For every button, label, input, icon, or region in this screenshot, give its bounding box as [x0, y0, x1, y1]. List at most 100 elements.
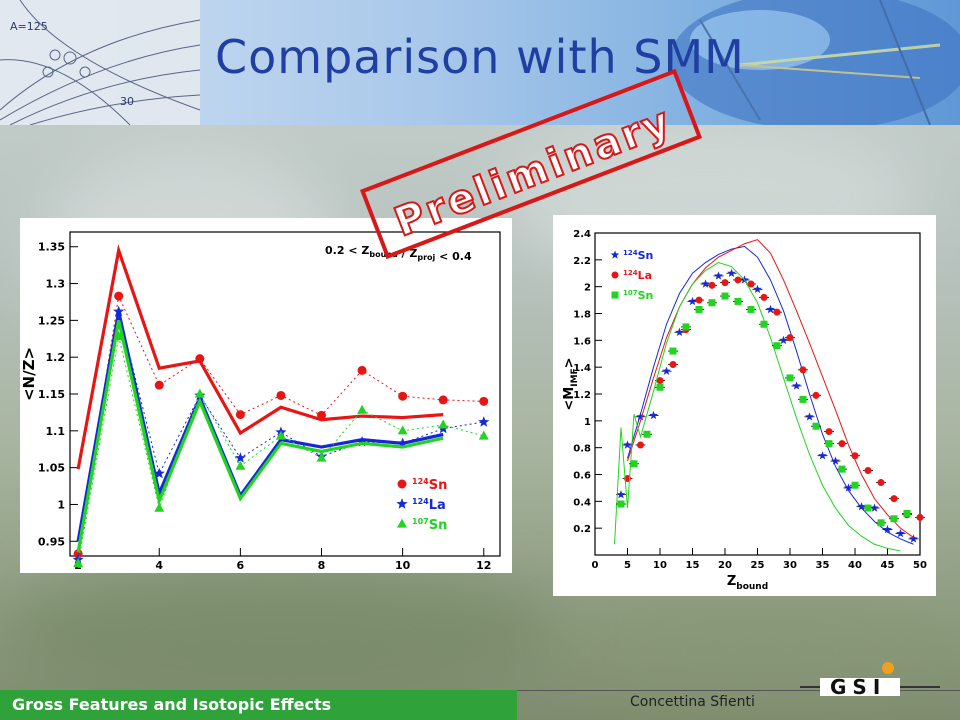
- data-point: [773, 308, 781, 316]
- data-point: [838, 440, 846, 448]
- data-point: [903, 509, 911, 517]
- data-point: [857, 502, 866, 511]
- data-point: [154, 380, 164, 390]
- data-point: [851, 452, 859, 460]
- y-tick-label: 1.1: [46, 425, 66, 438]
- annotation-text: < 0.4: [435, 250, 472, 263]
- data-point: [662, 366, 671, 375]
- cut-annotation: 0.2 < Zbound / Zproj < 0.4: [325, 244, 472, 263]
- smm-curve: [627, 239, 914, 538]
- data-point: [479, 396, 489, 406]
- data-point: [153, 467, 165, 479]
- data-point: [623, 440, 632, 449]
- data-point: [838, 465, 846, 473]
- gsi-logo-text: GSI: [830, 675, 886, 699]
- data-point: [805, 412, 814, 421]
- x-tick-label: 5: [624, 560, 631, 571]
- x-axis-label: Zbound: [727, 574, 768, 592]
- y-tick-label: 0.95: [38, 535, 65, 548]
- x-tick-label: 0: [592, 560, 599, 571]
- smm-curve: [76, 311, 444, 542]
- data-point: [235, 460, 246, 470]
- data-connector: [77, 336, 484, 564]
- legend-mass: 124: [623, 269, 638, 277]
- data-point: [154, 502, 165, 512]
- data-point: [701, 279, 710, 288]
- data-point: [864, 466, 872, 474]
- data-point: [818, 451, 827, 460]
- data-point: [438, 395, 448, 405]
- data-point: [766, 304, 775, 314]
- smm-curve: [76, 244, 444, 470]
- data-point: [617, 500, 625, 508]
- data-point: [799, 366, 807, 374]
- slide-title: Comparison with SMM: [215, 30, 745, 84]
- data-point: [792, 381, 801, 390]
- data-point: [695, 305, 703, 313]
- legend-mass: 124: [412, 497, 429, 506]
- legend-mass: 107: [623, 289, 638, 297]
- data-point: [398, 391, 408, 401]
- data-point: [675, 327, 684, 336]
- y-tick-label: 2.4: [573, 229, 591, 240]
- data-point: [825, 440, 833, 448]
- y-tick-label: 1.8: [573, 310, 591, 321]
- data-point: [195, 354, 205, 364]
- annotation-text: / Z: [398, 247, 418, 260]
- legend-name: La: [638, 269, 652, 282]
- data-point: [734, 276, 742, 284]
- legend-label: 107Sn: [623, 289, 653, 302]
- data-point: [747, 305, 755, 313]
- series-0: [616, 245, 919, 545]
- data-point: [669, 360, 677, 368]
- data-point: [877, 519, 885, 527]
- data-connector: [77, 294, 484, 554]
- data-point: [844, 483, 853, 492]
- data-point: [708, 299, 716, 307]
- data-point: [883, 525, 892, 534]
- gsi-logo-dot: [882, 662, 894, 674]
- y-tick-label: 0.8: [573, 444, 591, 455]
- y-tick-label: 2.2: [573, 256, 591, 267]
- header-artwork: A=125 30: [0, 0, 960, 125]
- data-point: [799, 395, 807, 403]
- data-point: [864, 504, 872, 512]
- data-point: [643, 430, 651, 438]
- data-point: [630, 460, 638, 468]
- y-tick-label: 0.2: [573, 524, 591, 535]
- smm-curve: [76, 320, 444, 553]
- y-tick-label: 1: [57, 498, 65, 511]
- y-tick-label: 1.2: [573, 390, 591, 401]
- mimf-vs-zbound-chart: 0.2 0.4 0.6 0.8 1 1.2 1.4 1.6 1.8 2 2.2 2.4 0 5 10 15 20…: [562, 229, 927, 592]
- data-point: [397, 425, 408, 435]
- y-axis-label: <N/Z>: [20, 347, 38, 401]
- data-point: [786, 334, 794, 342]
- series-1: [622, 239, 925, 538]
- data-point: [753, 284, 762, 293]
- data-point: [909, 534, 918, 543]
- data-point: [695, 296, 703, 304]
- data-point: [357, 404, 368, 414]
- legend-mass: 124: [623, 249, 638, 257]
- data-point: [316, 452, 327, 462]
- data-point: [812, 391, 820, 399]
- y-tick-label: 0.4: [573, 497, 591, 508]
- legend-marker: [611, 271, 619, 279]
- legend-name: Sn: [638, 289, 654, 302]
- x-axis-label-sub: bound: [736, 582, 768, 592]
- x-tick-label: 20: [718, 560, 732, 571]
- data-point: [727, 268, 736, 277]
- data-point: [478, 416, 490, 427]
- data-point: [397, 437, 409, 449]
- data-point: [357, 365, 367, 375]
- x-tick-label: 30: [783, 560, 797, 571]
- legend-label: 124Sn: [623, 249, 653, 262]
- data-point: [649, 410, 658, 420]
- legend-marker: [396, 498, 408, 509]
- data-point: [870, 503, 879, 512]
- x-tick-label: 35: [816, 560, 830, 571]
- y-tick-label: 1.2: [46, 351, 66, 364]
- data-point: [669, 347, 677, 355]
- x-tick-label: 6: [237, 559, 245, 572]
- y-tick-label: 0.6: [573, 471, 591, 482]
